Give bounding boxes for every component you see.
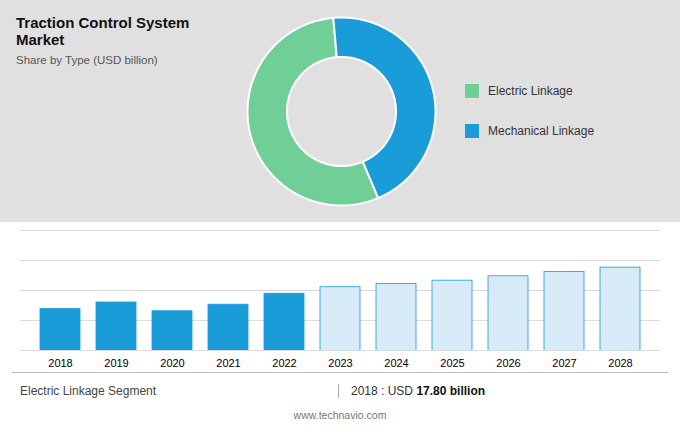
html-text:Electric Linkage: Electric Linkage <box>488 84 573 98</box>
html-text:www.technavio.com: www.technavio.com <box>293 409 387 421</box>
svg-text:2023: 2023 <box>328 357 352 369</box>
svg-text:2022: 2022 <box>272 357 296 369</box>
svg-text:2018: 2018 <box>48 357 72 369</box>
svg-text:2020: 2020 <box>160 357 184 369</box>
svg-text:2028: 2028 <box>608 357 632 369</box>
html-text:Mechanical Linkage: Mechanical Linkage <box>488 124 595 138</box>
svg-text:2025: 2025 <box>440 357 464 369</box>
svg-text:2027: 2027 <box>552 357 576 369</box>
html-text:Share by Type (USD billion): Share by Type (USD billion) <box>16 54 158 66</box>
html-text:2018 : USD 17.80 billion: 2018 : USD 17.80 billion <box>351 384 486 398</box>
svg-text:2021: 2021 <box>216 357 240 369</box>
svg-text:2026: 2026 <box>496 357 520 369</box>
svg-text:2024: 2024 <box>384 357 408 369</box>
html-text:Electric Linkage Segment: Electric Linkage Segment <box>20 384 157 398</box>
svg-text:2019: 2019 <box>104 357 128 369</box>
html-text:Traction Control System Market: Traction Control System Market <box>16 14 190 48</box>
